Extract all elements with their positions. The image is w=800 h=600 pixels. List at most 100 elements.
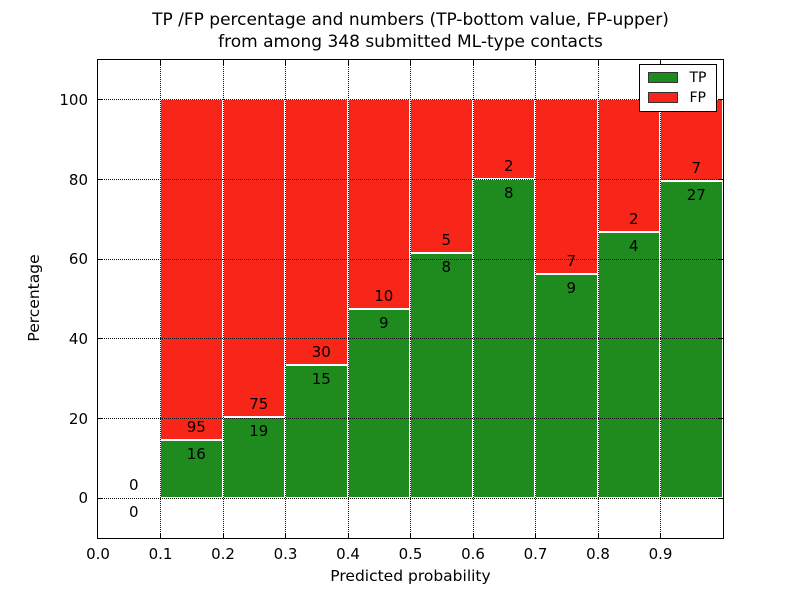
- gridline-vertical: [597, 59, 599, 538]
- y-tick-mark: [97, 418, 103, 419]
- x-tick-mark: [472, 532, 474, 538]
- x-tick-label: 0.5: [398, 545, 423, 563]
- annotation-fp-count: 30: [311, 342, 331, 361]
- annotation-fp-count: 5: [441, 230, 452, 249]
- annotation-fp-count: 95: [186, 418, 206, 437]
- gridline-vertical: [347, 59, 349, 538]
- x-tick-mark: [222, 59, 224, 65]
- y-tick-mark: [717, 338, 723, 340]
- annotation-fp-count: 10: [374, 286, 394, 305]
- bar-segment-fp: [347, 99, 410, 309]
- x-tick-mark: [660, 532, 661, 538]
- plot-canvas: 0 0 95 16 75 19 30 15 10 9 5 8 2 8 7 9 2 4 7 27: [97, 59, 723, 538]
- y-tick-mark: [97, 99, 103, 101]
- bar-segment-fp: [160, 99, 223, 441]
- y-tick-mark: [97, 497, 103, 499]
- gridline-vertical: [160, 59, 161, 538]
- x-tick-mark: [410, 532, 411, 538]
- legend-entry-tp: TP: [647, 69, 707, 86]
- legend-swatch-fp: [647, 92, 678, 103]
- gridline-vertical: [472, 59, 474, 538]
- x-tick-mark: [347, 59, 349, 65]
- chart-title-line1: TP /FP percentage and numbers (TP-bottom…: [152, 10, 669, 30]
- y-tick-label: 20: [68, 409, 88, 428]
- bar-segment-tp: [535, 273, 598, 498]
- x-tick-mark: [285, 59, 286, 65]
- annotation-tp-count: 4: [628, 237, 639, 256]
- chart-title-line2: from among 348 submitted ML-type contact…: [218, 32, 603, 52]
- y-tick-mark: [97, 338, 103, 340]
- x-tick-mark: [222, 532, 224, 538]
- annotation-fp-count: 75: [249, 395, 269, 414]
- legend-swatch-tp: [647, 72, 678, 83]
- bar-segment-fp: [535, 99, 598, 274]
- x-tick-label: 0.2: [211, 545, 235, 563]
- annotation-tp-count: 15: [311, 369, 331, 388]
- x-tick-mark: [597, 59, 599, 65]
- legend-label-fp: FP: [689, 89, 707, 106]
- gridline-vertical: [410, 59, 411, 538]
- gridline-vertical: [660, 59, 661, 538]
- y-tick-mark: [717, 258, 723, 260]
- y-tick-label: 80: [68, 170, 88, 189]
- bar-segment-tp: [410, 252, 473, 498]
- annotation-fp-count: 7: [691, 159, 702, 178]
- gridline-vertical: [285, 59, 286, 538]
- annotation-tp-count: 19: [249, 422, 269, 441]
- x-tick-label: 0.6: [461, 545, 485, 563]
- y-tick-label: 60: [68, 250, 88, 269]
- gridline-vertical: [535, 59, 536, 538]
- plot-area: 0 0 95 16 75 19 30 15 10 9 5 8 2 8 7 9 2 4 7 27 TP FP: [96, 58, 724, 539]
- annotation-tp-count: 0: [128, 502, 139, 521]
- x-tick-label: 0.9: [648, 545, 673, 563]
- x-tick-mark: [660, 59, 661, 65]
- bar-segment-tp: [347, 308, 410, 498]
- bar-segment-tp: [222, 417, 285, 498]
- bar-segment-tp: [160, 440, 223, 498]
- bar-segment-tp: [660, 181, 723, 498]
- y-tick-mark: [97, 258, 103, 260]
- y-tick-label: 100: [59, 90, 88, 109]
- chart-title: TP /FP percentage and numbers (TP-bottom…: [98, 9, 723, 53]
- x-tick-mark: [347, 532, 349, 538]
- annotation-tp-count: 8: [503, 184, 514, 202]
- x-tick-mark: [285, 532, 286, 538]
- x-tick-label: 0.4: [336, 545, 360, 563]
- annotation-fp-count: 7: [566, 251, 577, 270]
- x-tick-mark: [597, 532, 599, 538]
- y-tick-label: 0: [78, 489, 88, 508]
- x-tick-label: 0.3: [273, 545, 298, 563]
- annotation-tp-count: 16: [186, 445, 206, 464]
- x-tick-mark: [535, 59, 536, 65]
- bar-segment-tp: [597, 232, 660, 498]
- x-tick-label: 0.7: [523, 545, 548, 563]
- legend-label-tp: TP: [689, 69, 707, 86]
- annotation-tp-count: 8: [441, 257, 452, 276]
- annotation-tp-count: 27: [686, 186, 706, 205]
- x-tick-mark: [160, 59, 161, 65]
- x-tick-mark: [472, 59, 474, 65]
- y-tick-mark: [717, 179, 723, 180]
- y-tick-mark: [717, 497, 723, 499]
- annotation-fp-count: 0: [128, 475, 139, 494]
- bar-segment-fp: [285, 99, 348, 365]
- x-tick-label: 0.0: [86, 545, 110, 563]
- gridline-vertical: [222, 59, 224, 538]
- x-axis-label: Predicted probability: [330, 567, 491, 585]
- x-tick-mark: [535, 532, 536, 538]
- legend: TP FP: [638, 63, 717, 112]
- annotation-tp-count: 9: [378, 313, 389, 332]
- x-tick-mark: [410, 59, 411, 65]
- x-tick-label: 0.8: [586, 545, 610, 563]
- y-tick-mark: [97, 179, 103, 180]
- annotation-fp-count: 2: [628, 210, 639, 229]
- annotation-fp-count: 2: [503, 157, 514, 175]
- y-tick-mark: [717, 418, 723, 419]
- bar-segment-tp: [285, 364, 348, 498]
- x-tick-mark: [160, 532, 161, 538]
- legend-entry-fp: FP: [647, 89, 707, 106]
- y-tick-label: 40: [68, 329, 88, 348]
- x-tick-label: 0.1: [148, 545, 173, 563]
- y-tick-mark: [717, 99, 723, 101]
